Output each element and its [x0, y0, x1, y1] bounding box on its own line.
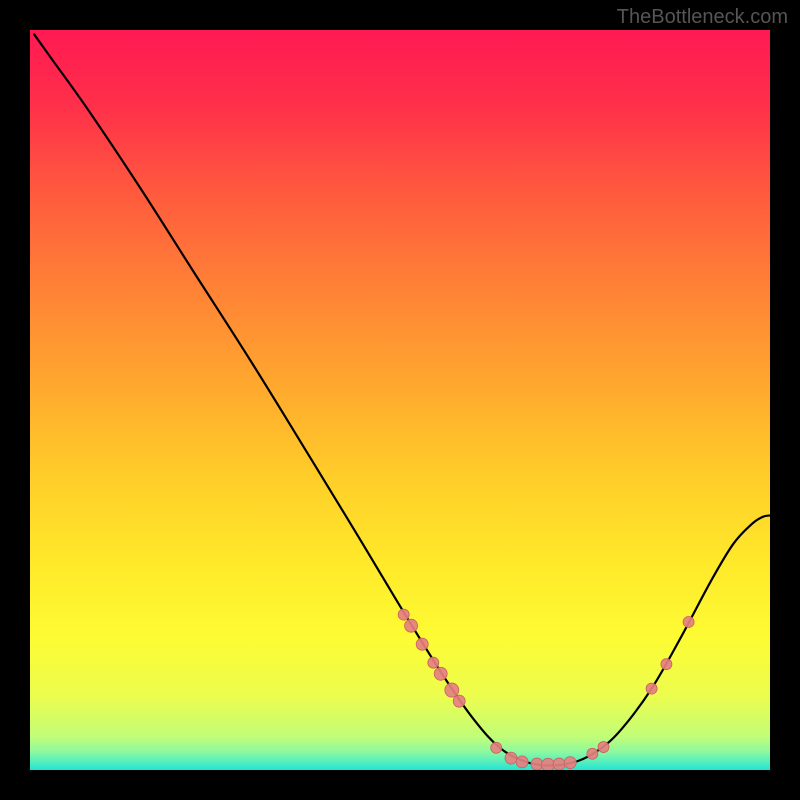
performance-curve: [34, 34, 770, 766]
data-marker: [416, 638, 428, 650]
plot-area: [30, 30, 770, 770]
data-marker: [453, 695, 465, 707]
data-marker: [505, 752, 517, 764]
data-marker: [428, 657, 439, 668]
data-marker: [531, 758, 543, 770]
data-marker: [598, 742, 609, 753]
data-marker: [542, 758, 555, 770]
data-marker: [445, 683, 459, 697]
data-marker: [587, 748, 598, 759]
data-marker: [683, 617, 694, 628]
watermark-text: TheBottleneck.com: [617, 6, 788, 29]
data-marker: [434, 667, 447, 680]
data-marker: [661, 659, 672, 670]
data-marker: [405, 619, 418, 632]
data-marker: [564, 757, 576, 769]
data-marker: [516, 756, 528, 768]
data-marker: [646, 683, 657, 694]
data-markers: [398, 609, 694, 770]
chart-curve-layer: [30, 30, 770, 770]
data-marker: [398, 609, 409, 620]
data-marker: [553, 758, 565, 770]
data-marker: [491, 742, 502, 753]
